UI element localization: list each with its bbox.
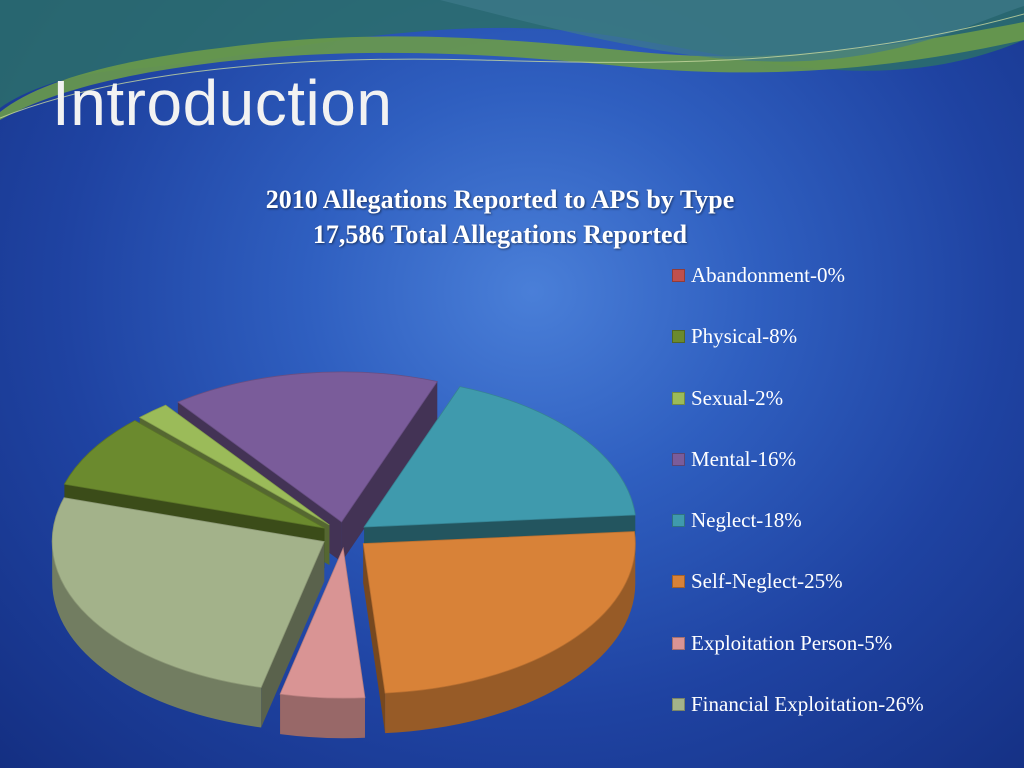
legend-swatch [672,636,685,650]
slice-sexual-2 [138,404,330,526]
legend-swatch [672,269,685,282]
slice-physical-8 [63,420,325,529]
legend-label: Exploitation Person-5% [691,630,893,655]
legend-item: Exploitation Person-5% [672,631,924,692]
legend-item: Mental-16% [672,447,924,508]
legend-label: Neglect-18% [691,508,802,533]
legend-swatch [672,575,685,589]
slice-financial-exploitation-26 [51,497,325,688]
legend-item: Abandonment-0% [672,263,924,324]
legend-swatch [672,330,685,344]
header-wave-decoration [0,0,1024,120]
legend-swatch [672,391,685,405]
legend-item: Neglect-18% [672,508,924,569]
legend-item: Sexual-2% [672,386,924,447]
legend-label: Self-Neglect-25% [691,569,843,594]
chart-subtitle: 17,586 Total Allegations Reported [312,220,688,249]
slice-self-neglect-25 [362,531,636,694]
chart-legend: Abandonment-0% Physical-8% Sexual-2% Mental… [672,263,924,753]
legend-label: Abandonment-0% [691,263,845,287]
slice-neglect-18 [363,386,636,528]
legend-item: Self-Neglect-25% [672,569,924,630]
slide-title: Introduction [52,67,393,139]
legend-swatch [672,514,685,528]
legend-label: Physical-8% [691,324,798,349]
chart-title: 2010 Allegations Reported to APS by Type [265,185,735,214]
legend-item: Financial Exploitation-26% [672,692,924,753]
legend-label: Sexual-2% [691,385,784,410]
legend-item: Physical-8% [672,324,924,385]
legend-swatch [672,452,685,466]
legend-label: Financial Exploitation-26% [691,692,924,717]
legend-swatch [672,698,685,712]
legend-label: Mental-16% [691,446,796,471]
slice-exploitation-person-5 [279,546,366,699]
slice-mental-16 [177,371,438,523]
